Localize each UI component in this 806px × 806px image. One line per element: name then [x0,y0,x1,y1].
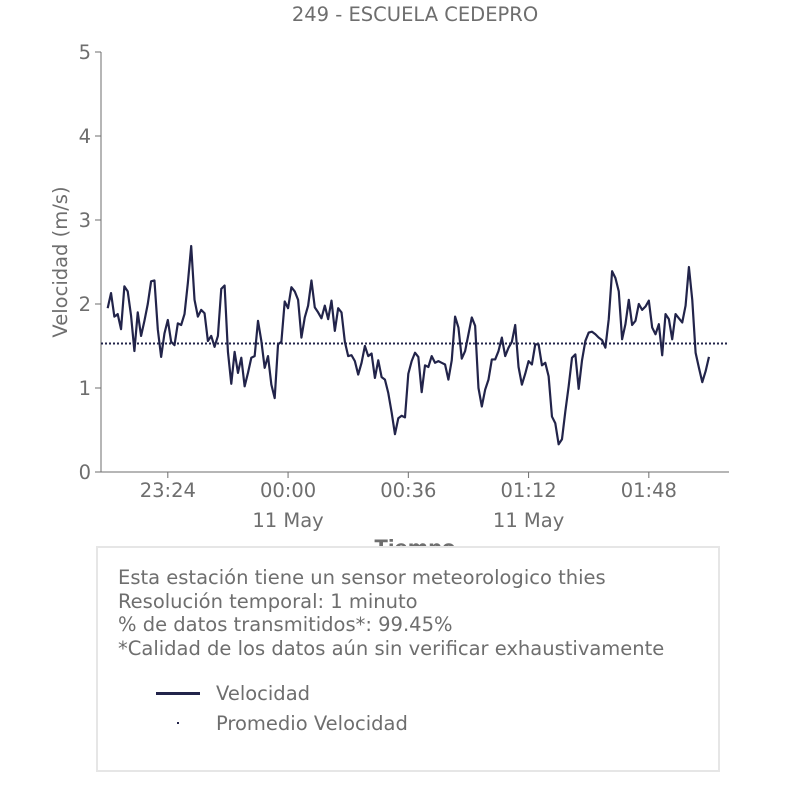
x-tick-sublabel: 11 May [493,509,564,532]
legend-swatch-line [156,692,200,695]
x-tick-label: 00:36 [380,479,436,502]
info-line-sensor: Esta estación tiene un sensor meteorolog… [118,566,606,589]
info-box: Esta estación tiene un sensor meteorolog… [96,546,720,772]
velocity-line [106,244,711,446]
y-tick-label: 3 [79,209,91,232]
legend-label: Velocidad [216,682,311,705]
chart-title: 249 - ESCUELA CEDEPRO [292,3,538,26]
info-line-quality: *Calidad de los datos aún sin verificar … [118,636,665,660]
info-text: Esta estación tiene un sensor meteorolog… [118,566,664,660]
y-tick-label: 1 [79,377,91,400]
x-tick-label: 23:24 [140,479,196,502]
y-tick-label: 4 [79,125,91,148]
x-tick-sublabel: 11 May [252,509,323,532]
y-tick-label: 5 [79,41,91,64]
y-tick-label: 2 [79,293,91,316]
x-tick-label: 00:00 [260,479,316,502]
info-line-transmitted: % de datos transmitidos*: 99.45% [118,613,453,636]
x-tick-label: 01:48 [621,479,677,502]
x-tick-label: 01:12 [500,479,556,502]
legend-swatch-dot [177,722,179,724]
y-axis-label: Velocidad (m/s) [49,186,72,337]
info-line-resolution: Resolución temporal: 1 minuto [118,589,418,613]
legend-label: Promedio Velocidad [216,712,408,735]
y-tick-label: 0 [79,461,91,484]
